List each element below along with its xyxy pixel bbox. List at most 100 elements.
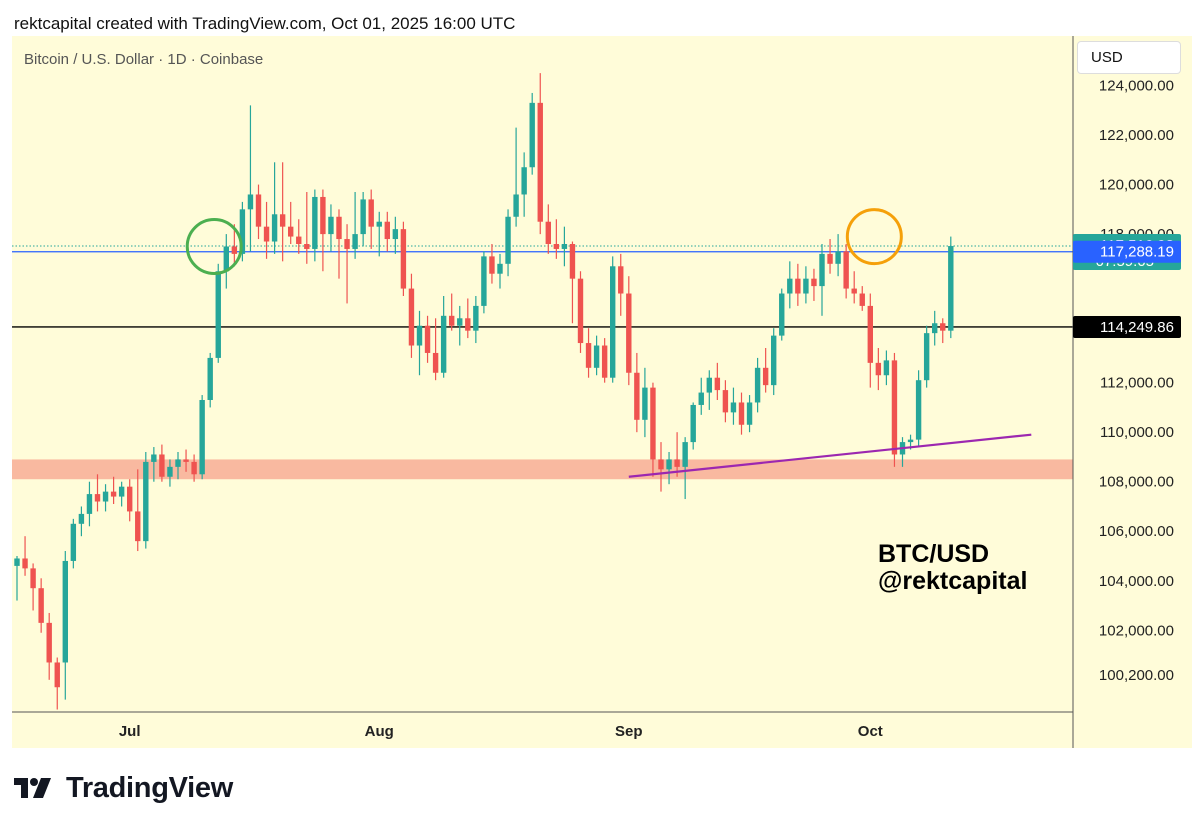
candle	[191, 454, 197, 482]
x-tick-label: Oct	[858, 723, 883, 740]
candle-body	[875, 362, 882, 376]
candle-body	[46, 622, 52, 663]
y-tick-label: 110,000.00	[1100, 424, 1174, 441]
candle-body	[167, 466, 173, 477]
candle-body	[416, 325, 423, 346]
y-tick-label: 120,000.00	[1099, 177, 1174, 194]
candle	[304, 192, 310, 264]
candle-body	[706, 377, 712, 393]
price-label-text: 117,288.19	[1100, 244, 1174, 261]
candle-body	[368, 199, 374, 227]
candle	[271, 162, 278, 254]
candle	[457, 305, 463, 346]
currency-button[interactable]: USD	[1077, 41, 1181, 74]
candle-body	[135, 511, 141, 542]
candle-body	[803, 278, 809, 294]
candle	[666, 452, 672, 485]
candle	[424, 315, 431, 363]
candle	[626, 276, 632, 386]
candle	[674, 432, 680, 477]
candle-body	[288, 226, 294, 237]
candle	[408, 273, 415, 358]
candle	[706, 370, 712, 410]
price-label-text: 114,249.86	[1100, 319, 1174, 336]
candle	[215, 263, 221, 363]
candle-body	[827, 253, 833, 264]
candle	[54, 657, 60, 710]
candle-body	[795, 278, 801, 294]
candle-body	[771, 335, 777, 386]
candle	[601, 338, 608, 383]
candle-body	[698, 392, 704, 405]
candle	[175, 452, 181, 480]
candle-body	[505, 216, 511, 264]
candle	[207, 352, 213, 408]
candle	[416, 310, 423, 376]
candle	[376, 211, 382, 257]
credit-text: rektcapital created with TradingView.com…	[14, 14, 516, 33]
candle-body	[867, 305, 873, 363]
candle-body	[843, 251, 849, 289]
candle-body	[14, 558, 20, 566]
candle-body	[143, 461, 149, 542]
x-tick-label: Jul	[119, 723, 141, 740]
candle-body	[915, 380, 922, 440]
candle	[553, 219, 560, 259]
candle-body	[730, 402, 737, 413]
candle-body	[376, 221, 382, 227]
candle-body	[408, 288, 415, 346]
candle	[610, 256, 616, 383]
candle	[915, 370, 922, 448]
candle	[449, 293, 455, 331]
candle	[143, 452, 149, 549]
candle	[875, 348, 882, 391]
candle-body	[336, 216, 342, 240]
y-tick-label: 122,000.00	[1099, 127, 1174, 144]
candle	[537, 73, 543, 235]
candle	[118, 481, 125, 507]
candle-body	[30, 568, 36, 589]
candle	[247, 105, 254, 252]
candle-body	[626, 293, 632, 373]
candle	[94, 474, 101, 512]
candle	[223, 234, 229, 289]
candle	[255, 184, 262, 240]
candle-body	[819, 253, 825, 287]
candle-body	[191, 461, 197, 475]
candle-body	[263, 226, 270, 242]
candle	[279, 162, 286, 262]
candle-body	[38, 588, 44, 623]
candle	[690, 402, 696, 450]
candle	[505, 209, 511, 277]
candle	[360, 192, 366, 247]
candle-body	[70, 523, 77, 561]
candle-body	[231, 246, 238, 254]
candle	[835, 234, 841, 277]
candle	[682, 437, 688, 500]
candle-body	[473, 305, 479, 331]
candle-body	[642, 387, 648, 420]
candle-body	[513, 194, 519, 217]
y-tick-label: 108,000.00	[1099, 474, 1174, 491]
candle-body	[787, 278, 793, 294]
candle	[135, 469, 141, 552]
candle	[811, 268, 817, 301]
candle-body	[304, 244, 310, 249]
candle	[923, 325, 930, 388]
y-tick-label: 112,000.00	[1100, 375, 1174, 392]
candle-body	[569, 244, 576, 279]
candle-body	[424, 325, 431, 353]
purple-trendline	[628, 433, 1032, 478]
candle	[722, 380, 729, 423]
candle-body	[561, 244, 568, 249]
candle	[296, 219, 302, 254]
candle	[618, 253, 624, 316]
candle-body	[127, 486, 133, 512]
candle-body	[392, 229, 399, 240]
candle-body	[923, 333, 930, 381]
candle-body	[110, 491, 117, 497]
candle	[883, 350, 890, 386]
candle	[167, 459, 173, 487]
candle	[513, 127, 519, 227]
